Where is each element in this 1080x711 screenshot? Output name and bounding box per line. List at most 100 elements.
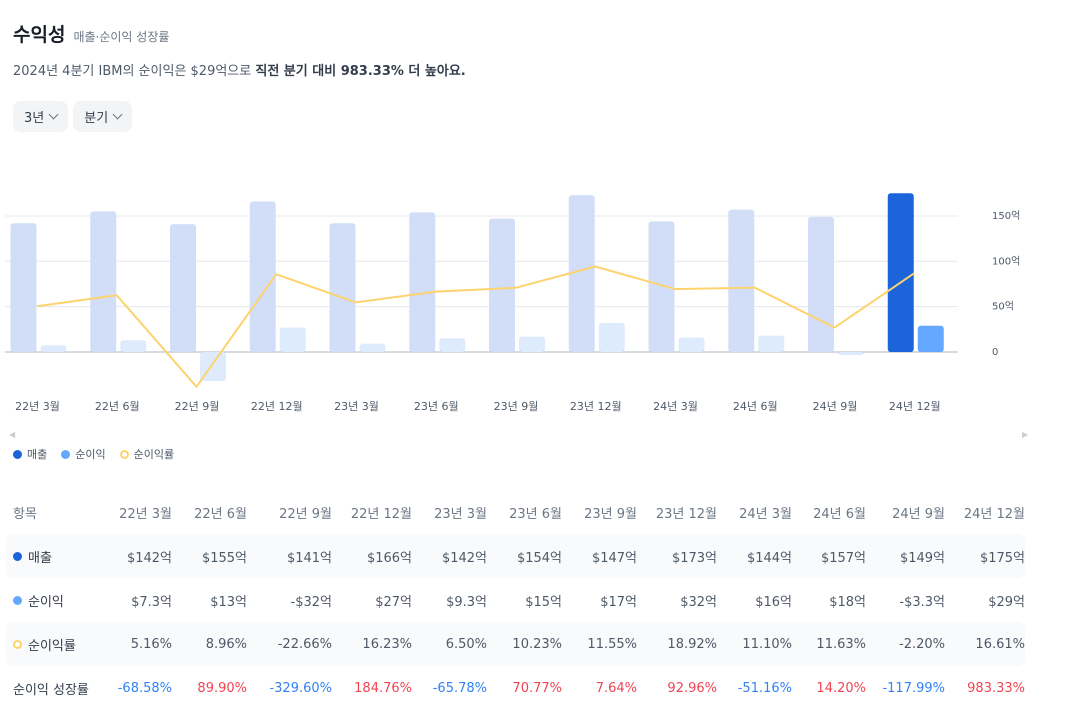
table-cell: 10.23% [487, 622, 562, 666]
y-tick-label: 150억 [992, 210, 1020, 222]
table-cell: 16.61% [945, 622, 1025, 666]
x-tick-label: 23년 9월 [494, 400, 539, 413]
income-dot-icon [13, 595, 22, 605]
table-column-header: 22년 3월 [119, 506, 172, 522]
row-label-cell: 매출 [6, 534, 100, 578]
table-column-header: 23년 6월 [509, 506, 562, 522]
y-tick-label: 50억 [992, 301, 1014, 313]
table-cell: $144억 [717, 534, 792, 578]
table-column-header: 23년 12월 [655, 506, 717, 522]
table-row: 매출 $142억 $155억 $141억 $166억 $142억 $154억 $147억 $17… [6, 534, 1025, 578]
table-cell: $149억 [866, 534, 945, 578]
table-cell: 7.64% [595, 680, 637, 696]
row-label-cell: 순이익 [6, 578, 100, 622]
row-label: 매출 [13, 547, 100, 566]
revenue-bar [409, 212, 436, 352]
chart-scroll-left-icon[interactable]: ◀ [9, 430, 16, 439]
table-cell: -2.20% [866, 622, 945, 666]
x-tick-label: 22년 3월 [15, 400, 60, 413]
row-label: 순이익 [13, 591, 100, 610]
table-cell: $17억 [600, 594, 637, 610]
table-cell: 89.90% [197, 680, 247, 696]
revenue-dot-icon [13, 551, 22, 561]
revenue-bar [249, 201, 276, 352]
revenue-bar [10, 223, 37, 352]
net-income-bar [758, 335, 785, 352]
table-cell: 18.92% [637, 622, 717, 666]
net-income-bar [519, 336, 545, 352]
net-income-bar [917, 325, 944, 352]
row-label: 순이익률 [13, 635, 100, 654]
controls: 3년 분기 [13, 101, 133, 132]
table-cell: 983.33% [967, 680, 1025, 696]
interval-dropdown[interactable]: 분기 [73, 101, 133, 132]
table-cell: $7.3억 [131, 594, 172, 610]
revenue-bar [808, 216, 834, 352]
table-cell: $142억 [412, 534, 487, 578]
table-cell: 5.16% [100, 622, 172, 666]
table-cell: -51.16% [737, 680, 792, 696]
x-tick-label: 24년 6월 [733, 400, 778, 413]
x-tick-label: 22년 6월 [95, 400, 140, 413]
interval-label: 분기 [84, 111, 109, 126]
table-header-label: 항목 [13, 506, 37, 522]
legend-net-income: 순이익 [61, 446, 106, 462]
legend-revenue-label: 매출 [27, 448, 48, 461]
x-tick-label: 23년 3월 [334, 400, 379, 413]
row-label-text: 매출 [28, 550, 52, 566]
table-cell: $15억 [525, 594, 562, 610]
table-cell: -$32억 [290, 594, 332, 610]
revenue-bar [648, 221, 675, 352]
legend-margin: 순이익률 [119, 446, 175, 462]
row-label-cell: 순이익률 [6, 622, 100, 666]
row-label-cell: 순이익 성장률 [6, 666, 100, 710]
table-cell: 92.96% [667, 680, 717, 696]
revenue-bar [329, 223, 356, 352]
x-tick-label: 24년 3월 [653, 400, 698, 413]
legend-margin-label: 순이익률 [133, 448, 175, 461]
margin-dot-icon [13, 639, 22, 649]
table-cell: -117.99% [882, 680, 945, 696]
table-cell: $18억 [829, 594, 866, 610]
table-cell: $9.3억 [446, 594, 487, 610]
table-cell: -65.78% [432, 680, 487, 696]
table-column-header: 24년 9월 [892, 506, 945, 522]
page-title: 수익성 [13, 24, 66, 46]
table-cell: $157억 [792, 534, 866, 578]
x-tick-label: 23년 6월 [414, 400, 459, 413]
chevron-down-icon [112, 109, 123, 120]
table-cell: $155억 [172, 534, 247, 578]
table-column-header: 23년 9월 [584, 506, 637, 522]
revenue-bar [170, 224, 196, 352]
table-cell: 11.55% [562, 622, 637, 666]
net-income-bar [598, 322, 625, 352]
table-cell: $154억 [487, 534, 562, 578]
summary-lead: 2024년 4분기 IBM의 순이익은 $29억으로 [13, 64, 256, 79]
chart-scroll-right-icon[interactable]: ▶ [1022, 430, 1029, 439]
table-cell: 6.50% [412, 622, 487, 666]
period-label: 3년 [24, 111, 45, 126]
table-cell: $175억 [945, 534, 1025, 578]
table-cell: 14.20% [816, 680, 866, 696]
legend-net-income-label: 순이익 [75, 448, 106, 461]
table-column-header: 24년 3월 [739, 506, 792, 522]
net-income-bar [678, 337, 705, 352]
table-cell: $147억 [562, 534, 637, 578]
summary-highlight: 직전 분기 대비 983.33% 더 높아요. [255, 64, 466, 79]
table-cell: 16.23% [332, 622, 412, 666]
profitability-table: 항목 22년 3월 22년 6월 22년 9월 22년 12월 23년 3월 23년 6월… [6, 490, 1025, 710]
table-cell: $141억 [247, 534, 332, 578]
revenue-dot-icon [13, 449, 22, 459]
x-tick-label: 24년 9월 [813, 400, 858, 413]
x-tick-label: 22년 9월 [175, 400, 220, 413]
table-cell: 184.76% [354, 680, 412, 696]
table-column-header: 23년 3월 [434, 506, 487, 522]
revenue-bar [90, 211, 117, 352]
net-income-dot-icon [61, 449, 71, 459]
row-label-text: 순이익률 [28, 638, 76, 654]
table-cell: $32억 [680, 594, 717, 610]
period-dropdown[interactable]: 3년 [13, 101, 69, 132]
table-cell: $16억 [755, 594, 792, 610]
table-cell: -68.58% [117, 680, 172, 696]
table-cell: $13억 [210, 594, 247, 610]
